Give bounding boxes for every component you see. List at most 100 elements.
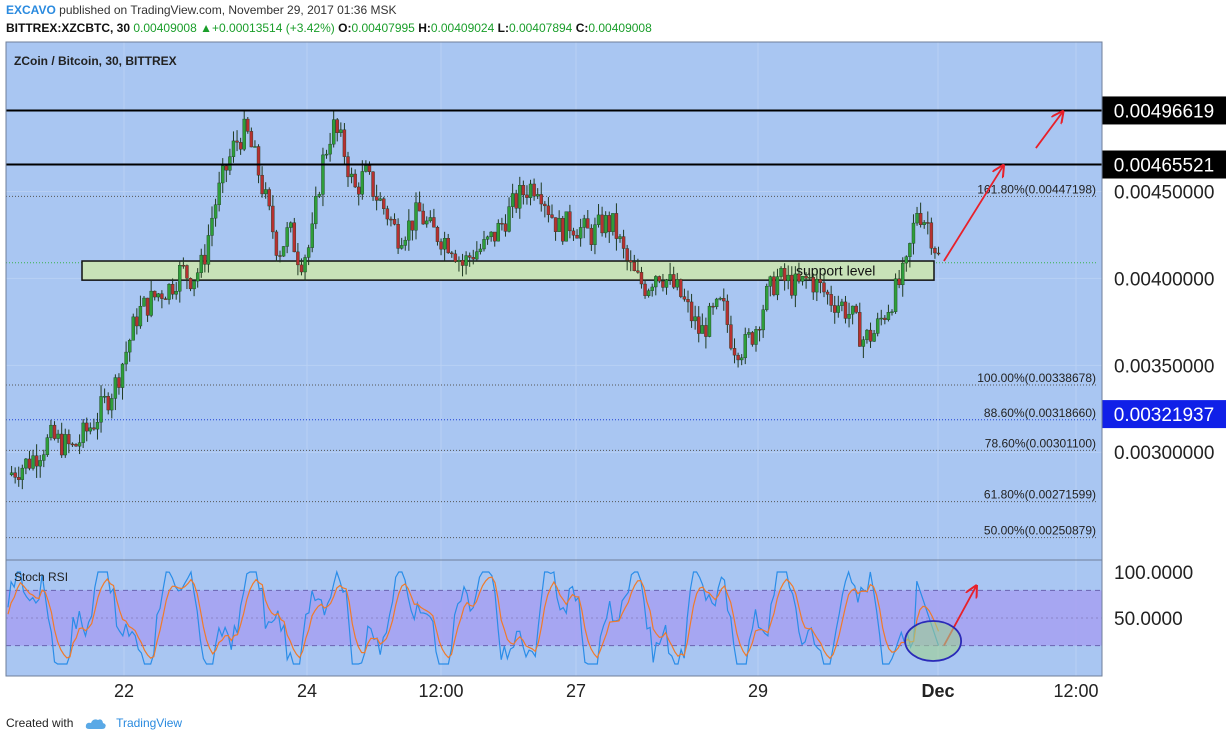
rsi-tick-label: 100.0000	[1114, 563, 1193, 584]
support-zone-label: support level	[796, 263, 875, 279]
level-price-badge	[1102, 150, 1226, 179]
candle-body	[782, 268, 787, 282]
time-axis[interactable]: 22 24 12:00 27 29 Dec 12:00	[114, 681, 1099, 701]
candle-body	[865, 329, 869, 340]
candle-body	[815, 278, 819, 293]
candle-body	[17, 477, 21, 480]
change-value: +0.00013514 (+3.42%)	[212, 21, 335, 35]
candle-body	[836, 305, 841, 313]
candle-body	[718, 298, 722, 300]
tradingview-link[interactable]: TradingView	[116, 716, 183, 730]
candle-body	[450, 252, 454, 255]
low-value: 0.00407894	[508, 21, 573, 35]
ohlc-line: BITTREX:XZCBTC, 30 0.00409008 ▲+0.000135…	[6, 21, 652, 35]
fib-label: 100.00%(0.00338678)	[977, 371, 1096, 385]
support-zone[interactable]	[81, 260, 935, 281]
candle-body	[56, 433, 60, 439]
candle-body	[797, 273, 801, 282]
candle-body	[439, 241, 443, 250]
candle-body	[704, 325, 708, 337]
candle-body	[503, 223, 508, 232]
candle-body	[471, 257, 475, 260]
candle-body	[374, 196, 379, 201]
candle-body	[382, 198, 386, 209]
publish-line: EXCAVO published on TradingView.com, Nov…	[6, 3, 396, 17]
candle-body	[539, 194, 543, 205]
candle-body	[682, 296, 687, 300]
candlestick-series	[9, 111, 941, 490]
candle-body	[185, 265, 189, 279]
candle-body	[493, 231, 497, 242]
candle-body	[467, 255, 472, 258]
candle-body	[478, 248, 483, 252]
candle-body	[765, 286, 769, 310]
candle-body	[85, 422, 89, 432]
candle-body	[281, 246, 286, 257]
candle-body	[289, 222, 293, 228]
candle-body	[392, 219, 397, 225]
y-tick-label: 0.00400000	[1114, 269, 1214, 290]
author-link[interactable]: EXCAVO	[6, 3, 56, 17]
candle-body	[88, 427, 93, 432]
candle-body	[435, 226, 440, 242]
candle-body	[811, 277, 815, 293]
candle-body	[729, 324, 733, 349]
candle-body	[263, 189, 268, 195]
candle-body	[657, 276, 662, 282]
candle-body	[278, 255, 282, 257]
candle-body	[331, 119, 336, 145]
horizontal-levels[interactable]: 0.00496619 0.00465521 0.00321937	[6, 96, 1226, 429]
x-tick-label: 24	[297, 681, 317, 701]
candle-body	[303, 257, 307, 273]
candle-body	[299, 264, 304, 273]
candle-body	[428, 217, 433, 222]
tradingview-cloud-icon	[85, 718, 107, 733]
candle-body	[77, 442, 82, 447]
candle-body	[908, 243, 912, 257]
candle-body	[357, 186, 361, 195]
candle-body	[747, 332, 751, 335]
candle-body	[99, 396, 103, 423]
high-label: H:	[418, 21, 431, 35]
candle-body	[74, 444, 78, 447]
fib-label: 78.60%(0.00301100)	[985, 436, 1096, 450]
candle-body	[861, 339, 866, 347]
candle-body	[364, 165, 368, 172]
indicator-title: Stoch RSI	[14, 570, 68, 584]
candle-body	[149, 290, 153, 316]
candle-body	[603, 215, 608, 234]
candle-body	[922, 222, 926, 225]
level-price-label: 0.00465521	[1114, 156, 1214, 177]
current-price-label: 0.00321937	[1114, 405, 1214, 426]
candle-body	[256, 146, 261, 176]
candle-body	[378, 198, 382, 201]
candle-body	[586, 218, 590, 229]
candle-body	[206, 235, 211, 265]
candle-body	[27, 458, 32, 469]
candle-body	[679, 279, 683, 297]
candle-body	[772, 276, 776, 296]
candle-body	[485, 236, 490, 240]
candle-body	[131, 316, 135, 341]
candle-body	[632, 261, 637, 272]
candle-body	[457, 259, 461, 262]
candle-body	[442, 238, 447, 250]
candle-body	[521, 185, 526, 196]
candle-body	[203, 254, 207, 265]
price-axis[interactable]: 0.00450000 0.00400000 0.00350000 0.00300000	[1114, 182, 1214, 464]
candle-body	[274, 231, 279, 256]
x-tick-label: 27	[566, 681, 586, 701]
candle-body	[571, 230, 576, 236]
candle-body	[120, 363, 125, 388]
candle-body	[528, 183, 533, 198]
open-value: 0.00407995	[351, 21, 415, 35]
candle-body	[535, 194, 540, 197]
fib-label: 88.60%(0.00318660)	[984, 406, 1096, 420]
candle-body	[714, 298, 719, 307]
candle-body	[271, 205, 275, 233]
candle-body	[918, 213, 923, 225]
candle-body	[629, 260, 633, 263]
candle-body	[260, 174, 264, 195]
footer: Created with TradingView	[6, 716, 182, 733]
